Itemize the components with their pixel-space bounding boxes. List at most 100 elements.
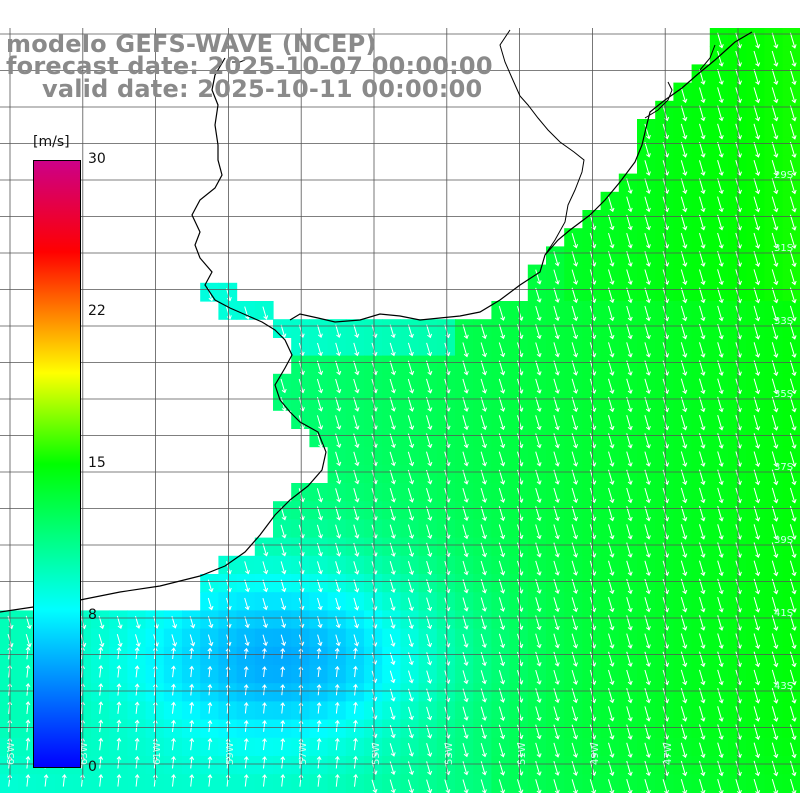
wind-arrow — [644, 724, 651, 740]
wind-arrow — [316, 415, 324, 430]
wind-arrow — [717, 724, 724, 740]
wind-arrow — [699, 269, 706, 286]
wind-arrow — [789, 669, 797, 686]
wind-arrow — [535, 524, 542, 540]
wind-arrow — [680, 487, 688, 504]
wind-arrow — [280, 702, 286, 714]
wind-arrow — [389, 451, 396, 467]
wind-arrow — [207, 683, 213, 696]
wind-arrow — [171, 634, 178, 647]
wind-arrow — [243, 756, 249, 769]
wind-arrow — [116, 634, 123, 648]
wind-arrow — [553, 524, 560, 540]
wind-arrow — [626, 251, 633, 267]
wind-arrow — [626, 305, 633, 322]
wind-arrow — [626, 214, 633, 231]
wind-arrow — [535, 269, 542, 285]
wind-arrow — [189, 634, 196, 647]
wind-arrow — [535, 487, 542, 504]
wind-arrow — [262, 756, 267, 769]
wind-arrow — [244, 634, 250, 647]
wind-arrow — [262, 774, 267, 787]
wind-arrow — [171, 755, 176, 769]
wind-arrow — [608, 706, 615, 722]
wind-arrow — [280, 756, 286, 769]
wind-arrow — [789, 160, 797, 177]
wind-arrow — [608, 269, 615, 285]
wind-arrow — [462, 706, 469, 721]
wind-arrow — [699, 687, 706, 704]
wind-arrow — [680, 596, 688, 613]
wind-arrow — [644, 196, 651, 213]
wind-arrow — [462, 560, 469, 576]
wind-arrow — [771, 160, 779, 177]
wind-arrow — [771, 360, 779, 377]
wind-arrow — [462, 342, 469, 358]
wind-arrow — [789, 342, 797, 358]
wind-arrow — [116, 683, 122, 696]
wind-arrow — [171, 683, 176, 696]
wind-arrow — [316, 684, 322, 696]
wind-arrow — [207, 719, 213, 732]
wind-arrow — [480, 670, 487, 685]
wind-arrow — [462, 761, 469, 776]
wind-arrow — [571, 324, 579, 340]
wind-arrow — [426, 488, 433, 503]
wind-arrow — [717, 524, 724, 540]
wind-arrow — [771, 342, 779, 358]
wind-arrow — [189, 719, 195, 732]
wind-arrow — [171, 774, 176, 787]
wind-arrow — [262, 306, 269, 320]
wind-arrow — [316, 397, 324, 412]
wind-arrow — [426, 779, 433, 794]
wind-arrow — [608, 597, 615, 613]
lon-label: 55W — [371, 742, 382, 765]
wind-arrow — [389, 743, 396, 757]
wind-arrow — [626, 451, 633, 467]
wind-arrow — [626, 232, 633, 249]
wind-arrow — [608, 451, 615, 467]
wind-arrow — [571, 669, 578, 686]
wind-arrow — [717, 160, 724, 176]
wind-arrow — [553, 451, 560, 467]
wind-arrow — [771, 32, 779, 49]
wind-arrow — [243, 738, 249, 751]
wind-arrow — [771, 669, 779, 686]
wind-arrow — [498, 324, 506, 340]
wind-arrow — [699, 669, 706, 686]
wind-arrow — [407, 524, 415, 539]
wind-arrow — [699, 724, 706, 740]
wind-arrow — [189, 737, 195, 751]
lon-label: 49W — [590, 742, 601, 765]
wind-arrow — [644, 415, 651, 431]
lon-label: 53W — [444, 742, 455, 765]
wind-arrow — [680, 141, 688, 158]
wind-arrow — [280, 647, 286, 659]
wind-arrow — [771, 269, 779, 286]
wind-arrow — [480, 597, 487, 612]
wind-arrow — [608, 305, 615, 322]
wind-arrow — [553, 760, 560, 776]
wind-arrow — [426, 560, 433, 576]
wind-arrow — [789, 32, 797, 49]
wind-arrow — [462, 670, 469, 685]
wind-arrow — [699, 196, 706, 213]
wind-arrow — [680, 687, 688, 704]
wind-arrow — [535, 779, 542, 795]
wind-arrow — [553, 378, 560, 394]
wind-arrow — [480, 415, 487, 431]
wind-arrow — [680, 779, 688, 795]
wind-arrow — [680, 323, 688, 340]
wind-arrow — [335, 342, 342, 357]
wind-arrow — [680, 251, 688, 267]
wind-arrow — [498, 779, 506, 794]
wind-arrow — [644, 251, 651, 267]
wind-arrow — [699, 487, 706, 504]
wind-arrow — [753, 687, 761, 704]
wind-arrow — [771, 178, 779, 195]
wind-arrow — [535, 324, 542, 340]
wind-arrow — [608, 760, 615, 777]
wind-arrow — [789, 251, 797, 268]
wind-arrow — [353, 597, 360, 611]
wind-arrow — [680, 378, 688, 395]
